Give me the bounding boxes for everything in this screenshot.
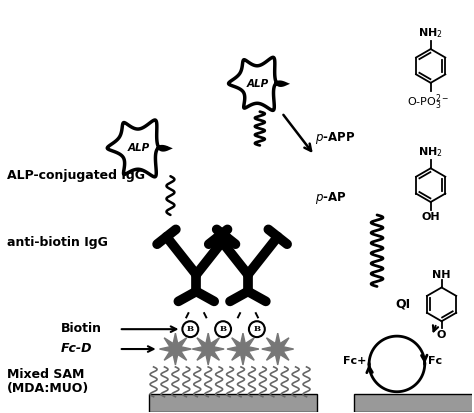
Text: B: B <box>253 325 260 333</box>
Text: B: B <box>219 325 227 333</box>
Polygon shape <box>262 333 293 365</box>
Text: Fc-D: Fc-D <box>61 342 93 354</box>
Text: $\it{p}$-AP: $\it{p}$-AP <box>316 190 347 206</box>
Text: NH$_2$: NH$_2$ <box>419 145 443 159</box>
Polygon shape <box>192 333 224 365</box>
Text: O-PO$_3^{2-}$: O-PO$_3^{2-}$ <box>408 93 450 112</box>
Text: NH$_2$: NH$_2$ <box>419 26 443 40</box>
Bar <box>354 394 474 412</box>
Text: ALP-conjugated IgG: ALP-conjugated IgG <box>7 169 145 182</box>
Polygon shape <box>228 57 286 110</box>
Text: NH: NH <box>432 270 451 280</box>
Circle shape <box>249 321 265 337</box>
Text: $\it{p}$-APP: $\it{p}$-APP <box>316 131 356 147</box>
Polygon shape <box>107 120 168 177</box>
Circle shape <box>215 321 231 337</box>
Text: (MDA:MUO): (MDA:MUO) <box>7 382 89 395</box>
Polygon shape <box>160 333 191 365</box>
Circle shape <box>182 321 198 337</box>
Text: Mixed SAM: Mixed SAM <box>7 368 84 381</box>
Text: Biotin: Biotin <box>61 322 102 335</box>
Bar <box>148 394 318 412</box>
Text: anti-biotin IgG: anti-biotin IgG <box>7 236 108 249</box>
Polygon shape <box>227 333 259 365</box>
Text: Fc: Fc <box>428 356 442 366</box>
Text: O: O <box>437 330 447 340</box>
Text: B: B <box>187 325 194 333</box>
Text: Fc+: Fc+ <box>343 356 366 366</box>
Text: QI: QI <box>395 298 410 311</box>
Text: ALP: ALP <box>247 79 269 89</box>
Text: OH: OH <box>421 212 440 222</box>
Text: ALP: ALP <box>128 143 150 153</box>
